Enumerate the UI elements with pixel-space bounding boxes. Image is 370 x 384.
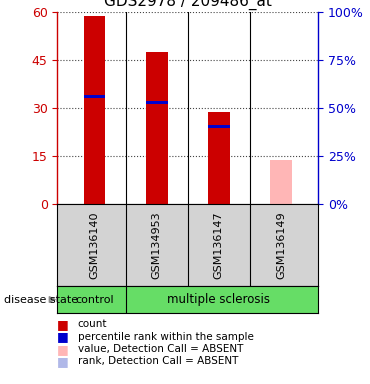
Text: ■: ■ xyxy=(57,343,69,356)
Bar xyxy=(208,112,230,204)
Title: GDS2978 / 209486_at: GDS2978 / 209486_at xyxy=(104,0,272,10)
Text: control: control xyxy=(75,295,114,305)
Text: ■: ■ xyxy=(57,330,69,343)
Text: value, Detection Call = ABSENT: value, Detection Call = ABSENT xyxy=(78,344,243,354)
Text: percentile rank within the sample: percentile rank within the sample xyxy=(78,332,253,342)
Bar xyxy=(208,126,230,128)
Text: ■: ■ xyxy=(57,355,69,368)
Text: GSM136140: GSM136140 xyxy=(90,211,100,278)
Text: count: count xyxy=(78,319,107,329)
Text: multiple sclerosis: multiple sclerosis xyxy=(167,293,270,306)
Text: GSM136149: GSM136149 xyxy=(276,211,286,279)
Text: disease state: disease state xyxy=(4,295,78,305)
Bar xyxy=(270,161,292,204)
Bar xyxy=(84,16,105,204)
Text: ■: ■ xyxy=(57,318,69,331)
Bar xyxy=(146,101,168,104)
Bar xyxy=(146,51,168,204)
Bar xyxy=(84,95,105,98)
Text: rank, Detection Call = ABSENT: rank, Detection Call = ABSENT xyxy=(78,356,238,366)
Text: GSM134953: GSM134953 xyxy=(152,211,162,279)
Text: GSM136147: GSM136147 xyxy=(214,211,224,279)
